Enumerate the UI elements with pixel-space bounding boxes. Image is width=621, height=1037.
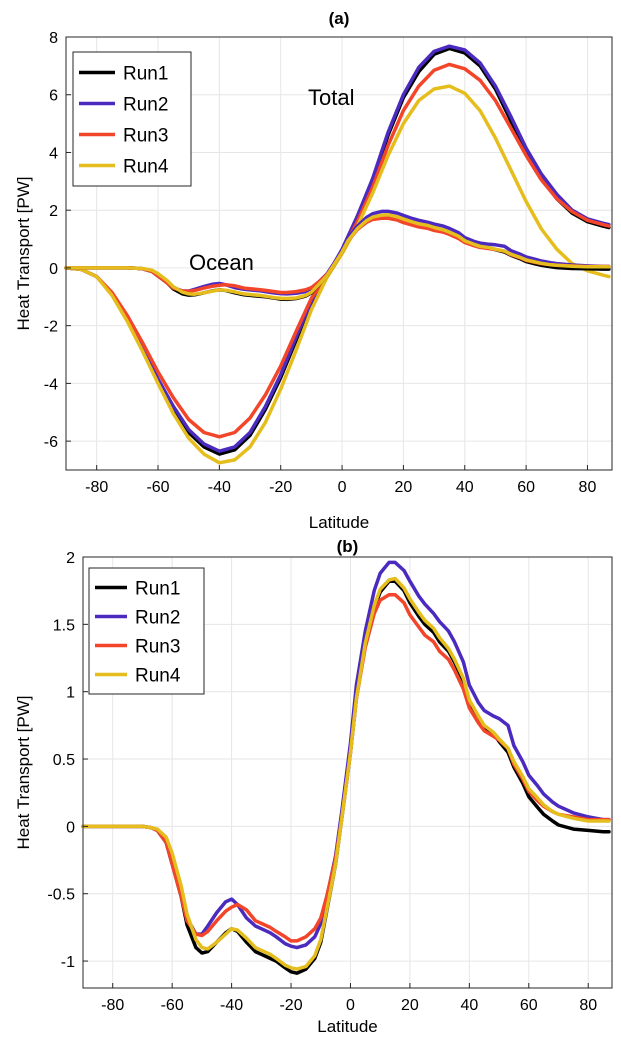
panel-b-y-tick-label: 2: [66, 550, 75, 567]
panel-a-legend-label-run2: Run2: [123, 95, 168, 116]
panel-b-x-tick-label: 0: [346, 997, 355, 1014]
panel-a-legend-label-run1: Run1: [123, 64, 168, 85]
panel-b-x-tick-label: 80: [579, 997, 597, 1014]
panel-b-x-axis-label: Latitude: [317, 1017, 378, 1036]
panel-b-y-tick-label: 1.5: [53, 617, 75, 634]
panel-a-y-tick-label: -2: [44, 319, 58, 336]
panel-a-x-tick-label: -60: [146, 479, 169, 496]
panel-b-legend-label-run3: Run3: [135, 637, 180, 658]
panel-b-series: [81, 560, 611, 975]
panel-b-axes-frame: [82, 556, 613, 989]
panel-a-y-tick-label: -6: [44, 434, 58, 451]
panel-a-x-tick-label: 80: [579, 479, 597, 496]
panel-a-y-tick-label: -4: [44, 376, 58, 393]
panel-b-y-tick-label: 1: [66, 685, 75, 702]
panel-a-grid: [66, 36, 612, 470]
panel-a-y-tick-label: 4: [49, 145, 58, 162]
panel-a-y-tick-label: 0: [49, 261, 58, 278]
panel-a-series: [64, 44, 611, 465]
panel-a-x-axis-label: Latitude: [309, 513, 370, 532]
panel-b-x-tick-label: -80: [101, 997, 124, 1014]
panel-a-x-tick-label: -20: [269, 479, 292, 496]
panel-b-x-tick-label: 60: [520, 997, 538, 1014]
panel-a-y-tick-label: 2: [49, 203, 58, 220]
panel-b-x-tick-label: -20: [279, 997, 302, 1014]
panel-b-legend-label-run2: Run2: [135, 608, 180, 629]
panel-a-legend-label-run4: Run4: [123, 157, 169, 178]
panel-b-y-tick-label: -1: [61, 954, 75, 971]
panel-b-x-tick-label: -40: [220, 997, 243, 1014]
panel-a-x-tick-label: -80: [85, 479, 108, 496]
panel-b-y-tick-label: -0.5: [47, 887, 75, 904]
panel-b-legend-label-run4: Run4: [135, 666, 181, 687]
panel-a-y-tick-label: 6: [49, 88, 58, 105]
panel-b-title: (b): [337, 537, 359, 556]
panel-b-x-tick-label: -60: [161, 997, 184, 1014]
panel-a-series-run4-ocean-line: [64, 213, 611, 301]
panel-a-annotation-ocean: Ocean: [189, 250, 254, 275]
panel-a-x-tick-label: 60: [517, 479, 535, 496]
panel-b-x-tick-label: 20: [401, 997, 419, 1014]
panel-a-axes-frame: [65, 36, 613, 471]
panel-a-x-tick-label: 0: [338, 479, 347, 496]
panel-a-legend-box: [72, 51, 192, 187]
panel-a-y-axis-label: Heat Transport [PW]: [14, 177, 33, 331]
panel-b-legend: Run1 Run2 Run3 Run4: [88, 567, 205, 695]
panel-a-title: (a): [329, 9, 350, 28]
panel-b-ticks: -80 -60 -40 -20 0 20 40 60 80 -1 -0.5 0 0.5 1 1.5 2: [47, 550, 597, 1014]
panel-a-x-tick-label: 20: [395, 479, 413, 496]
panel-b-x-tick-label: 40: [460, 997, 478, 1014]
panel-b: -80 -60 -40 -20 0 20 40 60 80 -1 -0.5 0 0.5 1 1.5 2 (b)…: [14, 537, 613, 1036]
panel-a-x-tick-label: 40: [456, 479, 474, 496]
panel-b-y-axis-label: Heat Transport [PW]: [14, 696, 33, 850]
panel-b-y-tick-label: 0: [66, 819, 75, 836]
panel-a-legend: Run1 Run2 Run3 Run4: [72, 51, 192, 187]
panel-a-y-tick-label: 8: [49, 30, 58, 47]
panel-b-y-tick-label: 0.5: [53, 752, 75, 769]
panel-b-legend-label-run1: Run1: [135, 579, 180, 600]
panel-a-annotation-total: Total: [308, 85, 354, 110]
panel-a-legend-label-run3: Run3: [123, 126, 168, 147]
panel-b-series-run4-line: [81, 576, 611, 971]
panel-a-x-tick-label: -40: [208, 479, 231, 496]
